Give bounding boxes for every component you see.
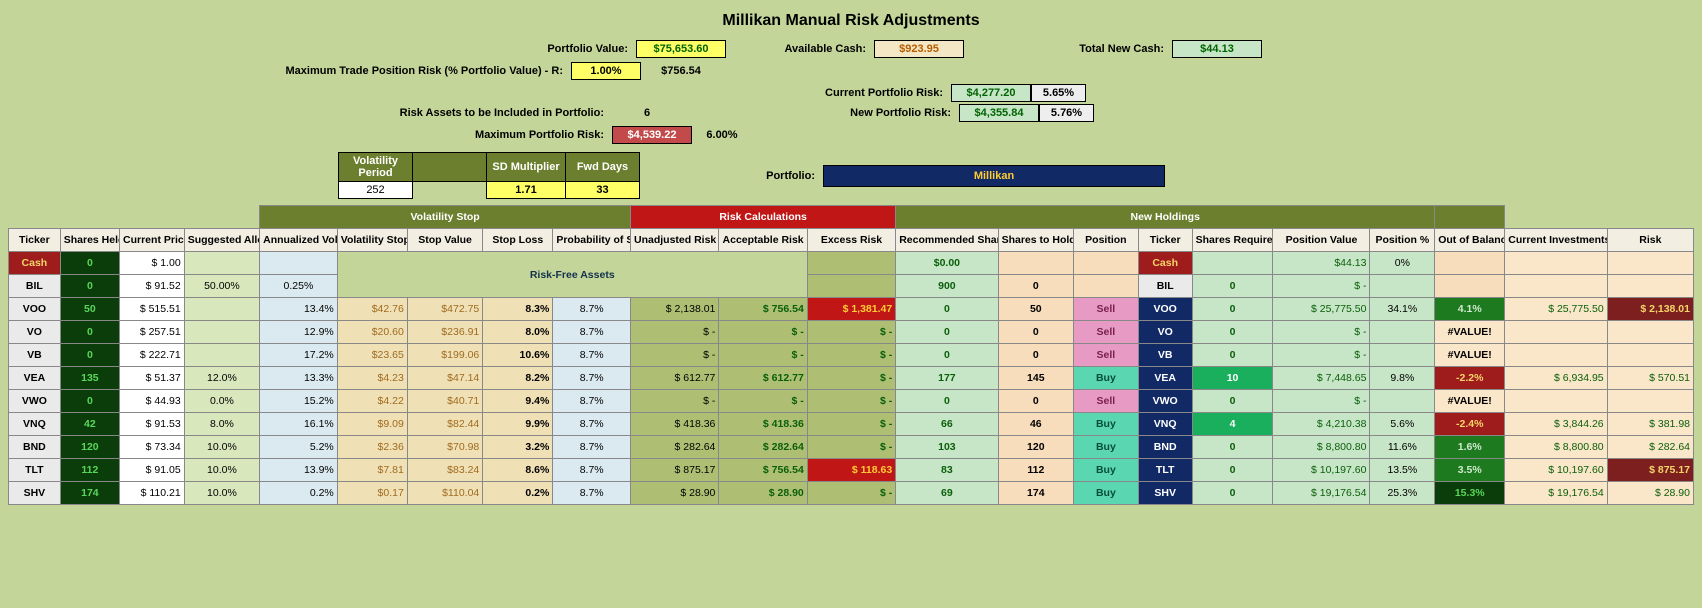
col-suggested-alloc: Suggested Allocation bbox=[184, 229, 259, 252]
header-row: Ticker Shares Held Current Price Suggest… bbox=[9, 229, 1694, 252]
col-ann-vol: Annualized Volatility bbox=[260, 229, 338, 252]
max-portfolio-risk-val: $4,539.22 bbox=[612, 126, 692, 144]
risk-assets-label: Risk Assets to be Included in Portfolio: bbox=[8, 107, 612, 119]
section-vol-stop: Volatility Stop bbox=[260, 206, 631, 229]
summary-block: Portfolio Value: $75,653.60 Available Ca… bbox=[8, 40, 1694, 199]
col-vol-stop: Volatility Stop bbox=[337, 229, 407, 252]
col-ticker: Ticker bbox=[9, 229, 61, 252]
shares-to-hold-input[interactable]: 50 bbox=[998, 298, 1073, 321]
section-new-holdings: New Holdings bbox=[896, 206, 1435, 229]
page-title: Millikan Manual Risk Adjustments bbox=[8, 12, 1694, 30]
vol-period[interactable]: 252 bbox=[339, 182, 413, 199]
col-shares-req: Shares Required bbox=[1192, 229, 1273, 252]
portfolio-value-label: Portfolio Value: bbox=[8, 43, 636, 55]
max-portfolio-risk-label: Maximum Portfolio Risk: bbox=[8, 129, 612, 141]
table-row-riskfree: Cash0$ 1.00Risk-Free Assets$0.00Cash$44.… bbox=[9, 252, 1694, 275]
shares-to-hold-input[interactable]: 0 bbox=[998, 390, 1073, 413]
sd-mult-hdr: SD Multiplier bbox=[487, 153, 566, 182]
shares-to-hold-input[interactable]: 46 bbox=[998, 413, 1073, 436]
table-row: BND120$ 73.3410.0%5.2%$2.36$70.983.2%8.7… bbox=[9, 436, 1694, 459]
col-pos-pct: Position % bbox=[1370, 229, 1435, 252]
col-excess-risk: Excess Risk bbox=[807, 229, 895, 252]
table-row: VWO0$ 44.930.0%15.2%$4.22$40.719.4%8.7%$… bbox=[9, 390, 1694, 413]
max-portfolio-risk-pct: 6.00% bbox=[692, 129, 752, 141]
table-row: SHV174$ 110.2110.0%0.2%$0.17$110.040.2%8… bbox=[9, 482, 1694, 505]
col-prob-stop: Probability of Stop bbox=[553, 229, 631, 252]
sd-mult[interactable]: 1.71 bbox=[487, 182, 566, 199]
col-position: Position bbox=[1074, 229, 1139, 252]
fwd-days-hdr: Fwd Days bbox=[566, 153, 640, 182]
col-current-price: Current Price bbox=[120, 229, 185, 252]
current-portfolio-risk-label: Current Portfolio Risk: bbox=[738, 87, 951, 99]
portfolio-name[interactable]: Millikan bbox=[823, 165, 1165, 187]
fwd-days[interactable]: 33 bbox=[566, 182, 640, 199]
new-portfolio-risk-pct: 5.76% bbox=[1039, 104, 1094, 122]
available-cash[interactable]: $923.95 bbox=[874, 40, 964, 58]
section-risk-calc: Risk Calculations bbox=[631, 206, 896, 229]
max-trade-label: Maximum Trade Position Risk (% Portfolio… bbox=[8, 65, 571, 77]
col-shares-held: Shares Held bbox=[60, 229, 119, 252]
col-pos-val: Position Value bbox=[1273, 229, 1370, 252]
new-portfolio-risk-label: New Portfolio Risk: bbox=[746, 107, 959, 119]
col-ticker2: Ticker bbox=[1138, 229, 1192, 252]
shares-to-hold-input[interactable]: 0 bbox=[998, 344, 1073, 367]
available-cash-label: Available Cash: bbox=[726, 43, 874, 55]
risk-assets-count: 6 bbox=[612, 107, 682, 119]
col-rec-shares: Recommended Shares from Auto bbox=[896, 229, 998, 252]
col-acc-risk: Acceptable Risk bbox=[719, 229, 807, 252]
col-oob: Out of Balance bbox=[1435, 229, 1505, 252]
col-risk: Risk bbox=[1607, 229, 1693, 252]
col-stop-val: Stop Value bbox=[407, 229, 482, 252]
table-row: TLT112$ 91.0510.0%13.9%$7.81$83.248.6%8.… bbox=[9, 459, 1694, 482]
table-row-riskfree: BIL0$ 91.5250.00%0.25%9000BIL0$ - bbox=[9, 275, 1694, 298]
table-row: VNQ42$ 91.538.0%16.1%$9.09$82.449.9%8.7%… bbox=[9, 413, 1694, 436]
holdings-table: Volatility Stop Risk Calculations New Ho… bbox=[8, 205, 1694, 505]
col-stop-loss: Stop Loss bbox=[483, 229, 553, 252]
total-new-cash-label: Total New Cash: bbox=[964, 43, 1172, 55]
col-cur-inv: Current Investments bbox=[1505, 229, 1607, 252]
current-portfolio-risk-val: $4,277.20 bbox=[951, 84, 1031, 102]
shares-to-hold-input[interactable]: 174 bbox=[998, 482, 1073, 505]
table-row: VO0$ 257.5112.9%$20.60$236.918.0%8.7%$ -… bbox=[9, 321, 1694, 344]
shares-to-hold-input[interactable]: 112 bbox=[998, 459, 1073, 482]
shares-to-hold-input[interactable]: 145 bbox=[998, 367, 1073, 390]
portfolio-value[interactable]: $75,653.60 bbox=[636, 40, 726, 58]
risk-free-banner: Risk-Free Assets bbox=[337, 252, 807, 298]
max-trade-value: $756.54 bbox=[641, 65, 721, 77]
params-table: Volatility Period SD Multiplier Fwd Days… bbox=[338, 152, 640, 199]
portfolio-label: Portfolio: bbox=[640, 170, 823, 182]
table-row: VB0$ 222.7117.2%$23.65$199.0610.6%8.7%$ … bbox=[9, 344, 1694, 367]
current-portfolio-risk-pct: 5.65% bbox=[1031, 84, 1086, 102]
col-unadj-risk: Unadjusted Risk bbox=[631, 229, 719, 252]
table-row: VOO50$ 515.5113.4%$42.76$472.758.3%8.7%$… bbox=[9, 298, 1694, 321]
new-portfolio-risk-val: $4,355.84 bbox=[959, 104, 1039, 122]
table-row: VEA135$ 51.3712.0%13.3%$4.23$47.148.2%8.… bbox=[9, 367, 1694, 390]
shares-to-hold-input[interactable]: 0 bbox=[998, 321, 1073, 344]
max-trade-pct[interactable]: 1.00% bbox=[571, 62, 641, 80]
col-shares-hold: Shares to Hold bbox=[998, 229, 1073, 252]
vol-period-hdr: Volatility Period bbox=[339, 153, 413, 182]
total-new-cash: $44.13 bbox=[1172, 40, 1262, 58]
shares-to-hold-input[interactable]: 120 bbox=[998, 436, 1073, 459]
